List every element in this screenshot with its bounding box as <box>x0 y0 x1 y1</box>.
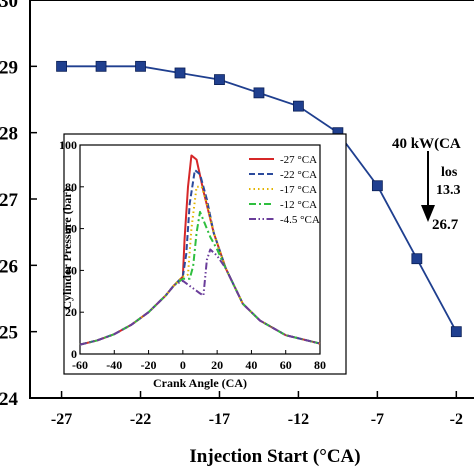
annotation-power: 40 kW(CA <box>392 136 461 152</box>
main-y-tick-label: 28 <box>0 124 18 145</box>
main-x-tick-label: -2 <box>450 411 463 428</box>
inset-x-tick-label: 20 <box>211 358 223 372</box>
main-y-tick-label: 29 <box>0 57 18 78</box>
main-x-tick-label: -17 <box>209 411 230 428</box>
main-x-tick-label: -22 <box>130 411 151 428</box>
inset-y-tick-label: 60 <box>65 222 77 236</box>
inset-series-line <box>79 210 321 346</box>
inset-y-tick-label: 20 <box>65 305 77 319</box>
main-y-ticks: 24 25 26 27 28 29 30 <box>0 0 37 410</box>
main-data-point <box>56 60 67 72</box>
inset-x-tick-label: -60 <box>72 358 88 372</box>
main-y-tick-label: 25 <box>0 323 18 344</box>
inset-legend: -27 °CA -22 °CA -17 °CA -12 °CA -4.5 °CA <box>249 154 320 226</box>
inset-y-axis-label: Cylinder Pressure (bar) <box>60 188 74 309</box>
main-data-point <box>214 74 225 85</box>
inset-y-tick-label: 0 <box>71 347 77 361</box>
main-x-tick-label: -7 <box>371 411 384 428</box>
main-data-point <box>371 180 383 192</box>
main-x-tick-label: -27 <box>51 411 72 428</box>
annotation-value: 26.7 <box>432 217 459 233</box>
main-y-tick-label: 30 <box>0 0 18 12</box>
legend-label: -27 °CA <box>280 154 317 166</box>
main-x-tick-label: -12 <box>288 411 309 428</box>
main-data-point <box>95 60 107 72</box>
annotation-loss: los <box>441 165 458 180</box>
main-data-point <box>293 100 304 112</box>
main-data-point <box>135 60 146 72</box>
legend-label: -22 °CA <box>280 169 317 181</box>
annotation-loss-value: 13.3 <box>436 183 461 198</box>
main-data-point <box>174 67 186 79</box>
main-x-ticks: -27 -22 -17 -12 -7 -2 <box>51 391 463 428</box>
inset-x-tick-label: 80 <box>314 358 326 372</box>
inset-x-tick-label: 40 <box>245 358 257 372</box>
inset-y-tick-label: 40 <box>65 263 77 277</box>
legend-label: -17 °CA <box>280 184 317 196</box>
main-series <box>56 60 462 338</box>
inset-series <box>79 154 321 346</box>
inset-y-tick-label: 80 <box>65 180 77 194</box>
main-data-point <box>450 326 462 338</box>
main-data-point <box>411 253 423 265</box>
inset-x-axis-label: Crank Angle (CA) <box>153 376 247 390</box>
inset-x-tick-label: -20 <box>141 358 157 372</box>
main-y-tick-label: 26 <box>0 256 18 277</box>
inset-y-tick-label: 100 <box>59 138 77 152</box>
inset-y-ticks: 0 20 40 60 80 100 <box>59 138 84 361</box>
annotation-arrow-head <box>421 205 435 222</box>
inset-chart: -60 -40 -20 0 20 40 60 80 0 20 40 60 80 100 Crank An… <box>59 133 347 390</box>
inset-series-line <box>79 248 321 346</box>
inset-x-tick-label: 0 <box>180 358 186 372</box>
legend-label: -4.5 °CA <box>280 214 320 226</box>
inset-x-tick-label: -40 <box>106 358 122 372</box>
main-y-tick-label: 27 <box>0 190 19 211</box>
legend-label: -12 °CA <box>280 199 317 211</box>
inset-x-tick-label: 60 <box>280 358 292 372</box>
main-y-tick-label: 24 <box>0 389 19 410</box>
main-data-point <box>253 87 265 99</box>
main-x-axis-label: Injection Start (°CA) <box>189 446 360 467</box>
inset-x-ticks: -60 -40 -20 0 20 40 60 80 <box>72 350 326 372</box>
